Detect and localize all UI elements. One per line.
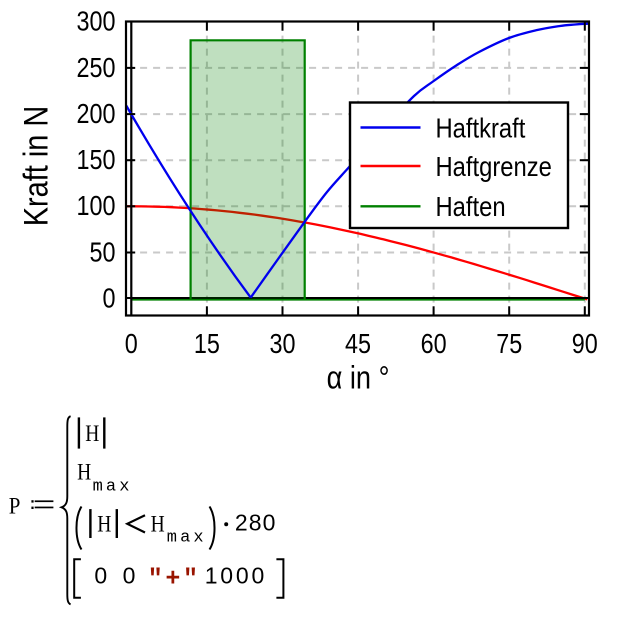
svg-text:0: 0 xyxy=(125,329,138,359)
svg-text:P: P xyxy=(9,493,21,519)
svg-text:200: 200 xyxy=(77,99,116,129)
svg-text:15: 15 xyxy=(194,329,220,359)
svg-text:max: max xyxy=(93,478,133,497)
svg-text:1000: 1000 xyxy=(205,562,267,588)
svg-text:0: 0 xyxy=(94,562,107,588)
svg-text:Haften: Haften xyxy=(436,190,506,222)
svg-text:280: 280 xyxy=(235,510,277,536)
svg-text:Haftgrenze: Haftgrenze xyxy=(436,150,552,182)
svg-text:250: 250 xyxy=(77,53,116,83)
svg-text:75: 75 xyxy=(496,329,522,359)
svg-text:"+": "+" xyxy=(148,565,201,594)
svg-text:α in °: α in ° xyxy=(327,360,390,396)
svg-text:max: max xyxy=(167,529,207,548)
svg-text:Kraft in N: Kraft in N xyxy=(16,106,55,226)
svg-text:150: 150 xyxy=(77,145,116,175)
svg-text:90: 90 xyxy=(572,329,598,359)
svg-text:50: 50 xyxy=(89,238,115,268)
svg-text:H: H xyxy=(151,511,165,537)
svg-text:30: 30 xyxy=(269,329,295,359)
svg-text:H: H xyxy=(85,421,99,447)
svg-text:300: 300 xyxy=(77,7,116,37)
svg-text:100: 100 xyxy=(77,191,116,221)
svg-text:H: H xyxy=(97,511,111,537)
svg-text:H: H xyxy=(77,459,91,485)
svg-text:60: 60 xyxy=(421,329,447,359)
svg-text:Haftkraft: Haftkraft xyxy=(436,112,527,144)
svg-text:0: 0 xyxy=(123,562,136,588)
svg-text:0: 0 xyxy=(102,284,115,314)
svg-text:45: 45 xyxy=(345,329,371,359)
